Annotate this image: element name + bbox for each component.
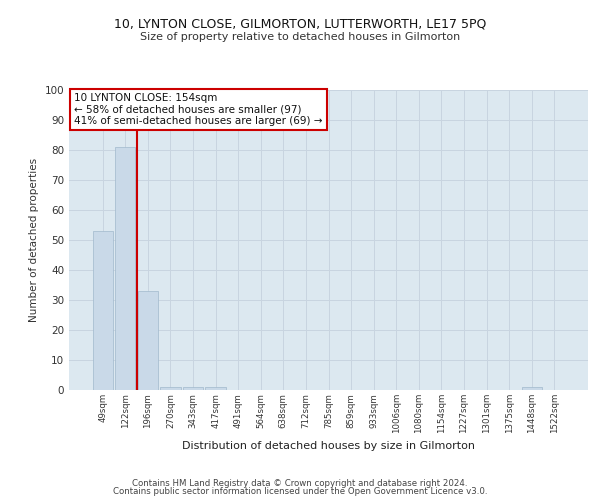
- Bar: [115, 147, 136, 390]
- Y-axis label: Number of detached properties: Number of detached properties: [29, 158, 39, 322]
- Text: Contains HM Land Registry data © Crown copyright and database right 2024.: Contains HM Land Registry data © Crown c…: [132, 478, 468, 488]
- Bar: [92, 231, 113, 390]
- Text: Size of property relative to detached houses in Gilmorton: Size of property relative to detached ho…: [140, 32, 460, 42]
- Bar: [521, 387, 542, 390]
- Text: 10 LYNTON CLOSE: 154sqm
← 58% of detached houses are smaller (97)
41% of semi-de: 10 LYNTON CLOSE: 154sqm ← 58% of detache…: [74, 93, 323, 126]
- Bar: [160, 387, 181, 390]
- Bar: [205, 387, 226, 390]
- Text: 10, LYNTON CLOSE, GILMORTON, LUTTERWORTH, LE17 5PQ: 10, LYNTON CLOSE, GILMORTON, LUTTERWORTH…: [114, 18, 486, 30]
- Bar: [183, 387, 203, 390]
- Text: Contains public sector information licensed under the Open Government Licence v3: Contains public sector information licen…: [113, 487, 487, 496]
- Bar: [138, 291, 158, 390]
- X-axis label: Distribution of detached houses by size in Gilmorton: Distribution of detached houses by size …: [182, 442, 475, 452]
